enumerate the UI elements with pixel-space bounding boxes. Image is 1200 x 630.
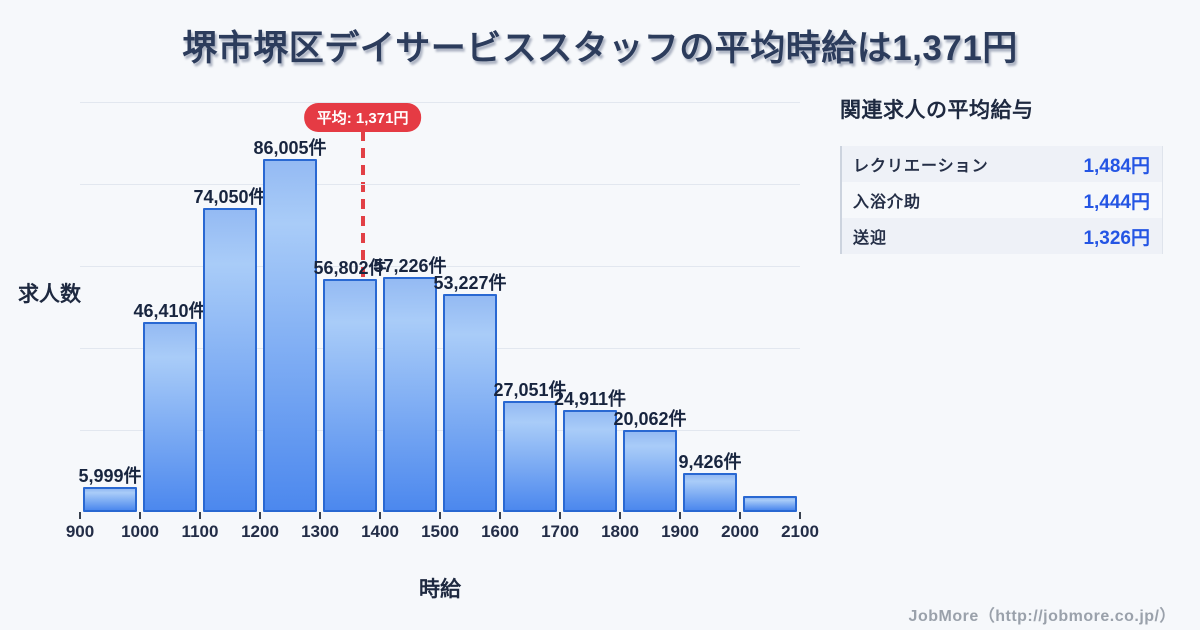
x-tick (79, 512, 81, 519)
side-panel-title: 関連求人の平均給与 (840, 99, 1034, 122)
row-value: 1,444円 (1083, 191, 1150, 213)
x-tick (319, 512, 321, 519)
x-tick-label: 2000 (721, 522, 759, 541)
histogram-bar (323, 279, 377, 512)
x-tick-label: 900 (65, 522, 95, 541)
bar-value-label: 9,426件 (678, 452, 742, 473)
row-label: 送迎 (853, 230, 888, 247)
y-axis-title: 求人数 (18, 283, 81, 306)
table-row: 送迎 1,326円 (842, 218, 1162, 254)
x-tick-label: 1400 (361, 522, 399, 541)
histogram-bar (203, 208, 257, 512)
x-tick-label: 1000 (121, 522, 159, 541)
x-tick-label: 1200 (241, 522, 279, 541)
bar-value-label: 53,227件 (433, 272, 507, 293)
bar-value-label: 27,051件 (493, 380, 567, 401)
x-tick (379, 512, 381, 519)
bar-value-label: 74,050件 (193, 187, 267, 208)
x-axis-title: 時給 (419, 578, 461, 601)
x-tick-label: 1800 (601, 522, 639, 541)
x-tick (799, 512, 801, 519)
row-value: 1,326円 (1083, 227, 1150, 249)
side-panel: 関連求人の平均給与 レクリエーション 1,484円入浴介助 1,444円送迎 1,32… (840, 94, 1163, 254)
x-tick-label: 1700 (541, 522, 579, 541)
bar-value-label: 20,062件 (613, 408, 687, 429)
x-tick (679, 512, 681, 519)
histogram-bar (143, 321, 197, 512)
x-tick-label: 1500 (421, 522, 459, 541)
histogram-bar (563, 409, 617, 512)
x-tick (139, 512, 141, 519)
footer-credit: JobMore（http://jobmore.co.jp/） (908, 608, 1176, 625)
x-tick (499, 512, 501, 519)
x-tick-label: 2100 (781, 522, 819, 541)
histogram-bar (83, 487, 137, 512)
y-grid-line (80, 102, 800, 103)
y-grid-line (80, 348, 800, 349)
x-tick-label: 1600 (481, 522, 519, 541)
x-tick (199, 512, 201, 519)
related-jobs-table: レクリエーション 1,484円入浴介助 1,444円送迎 1,326円 (840, 146, 1163, 254)
row-label: 入浴介助 (853, 194, 922, 211)
row-label: レクリエーション (853, 158, 989, 175)
histogram-bar (623, 429, 677, 512)
row-value: 1,484円 (1083, 155, 1150, 177)
mean-badge: 平均: 1,371円 (303, 103, 422, 132)
x-tick-label: 1300 (301, 522, 339, 541)
x-tick-label: 1100 (181, 522, 219, 541)
table-row: レクリエーション 1,484円 (842, 146, 1162, 182)
y-grid-line (80, 266, 800, 267)
bar-value-label: 5,999件 (78, 466, 142, 487)
histogram-bar (743, 496, 797, 512)
table-row: 入浴介助 1,444円 (842, 182, 1162, 218)
histogram-bar (683, 473, 737, 512)
x-tick-label: 1900 (661, 522, 699, 541)
y-grid-line (80, 430, 800, 431)
y-grid-line (80, 184, 800, 185)
x-tick (559, 512, 561, 519)
page-title: 堺市堺区デイサービススタッフの平均時給は1,371円 (182, 29, 1018, 68)
histogram-bar (383, 277, 437, 512)
bar-value-label: 86,005件 (253, 138, 327, 159)
bar-value-label: 57,226件 (373, 256, 447, 277)
histogram-bar (443, 293, 497, 512)
x-tick (439, 512, 441, 519)
x-tick (259, 512, 261, 519)
bar-value-label: 24,911件 (553, 388, 627, 409)
bar-value-label: 56,802件 (313, 258, 387, 279)
histogram-bar (503, 401, 557, 512)
bar-value-label: 46,410件 (133, 300, 207, 321)
x-tick (739, 512, 741, 519)
x-tick (619, 512, 621, 519)
histogram-bar (263, 159, 317, 512)
